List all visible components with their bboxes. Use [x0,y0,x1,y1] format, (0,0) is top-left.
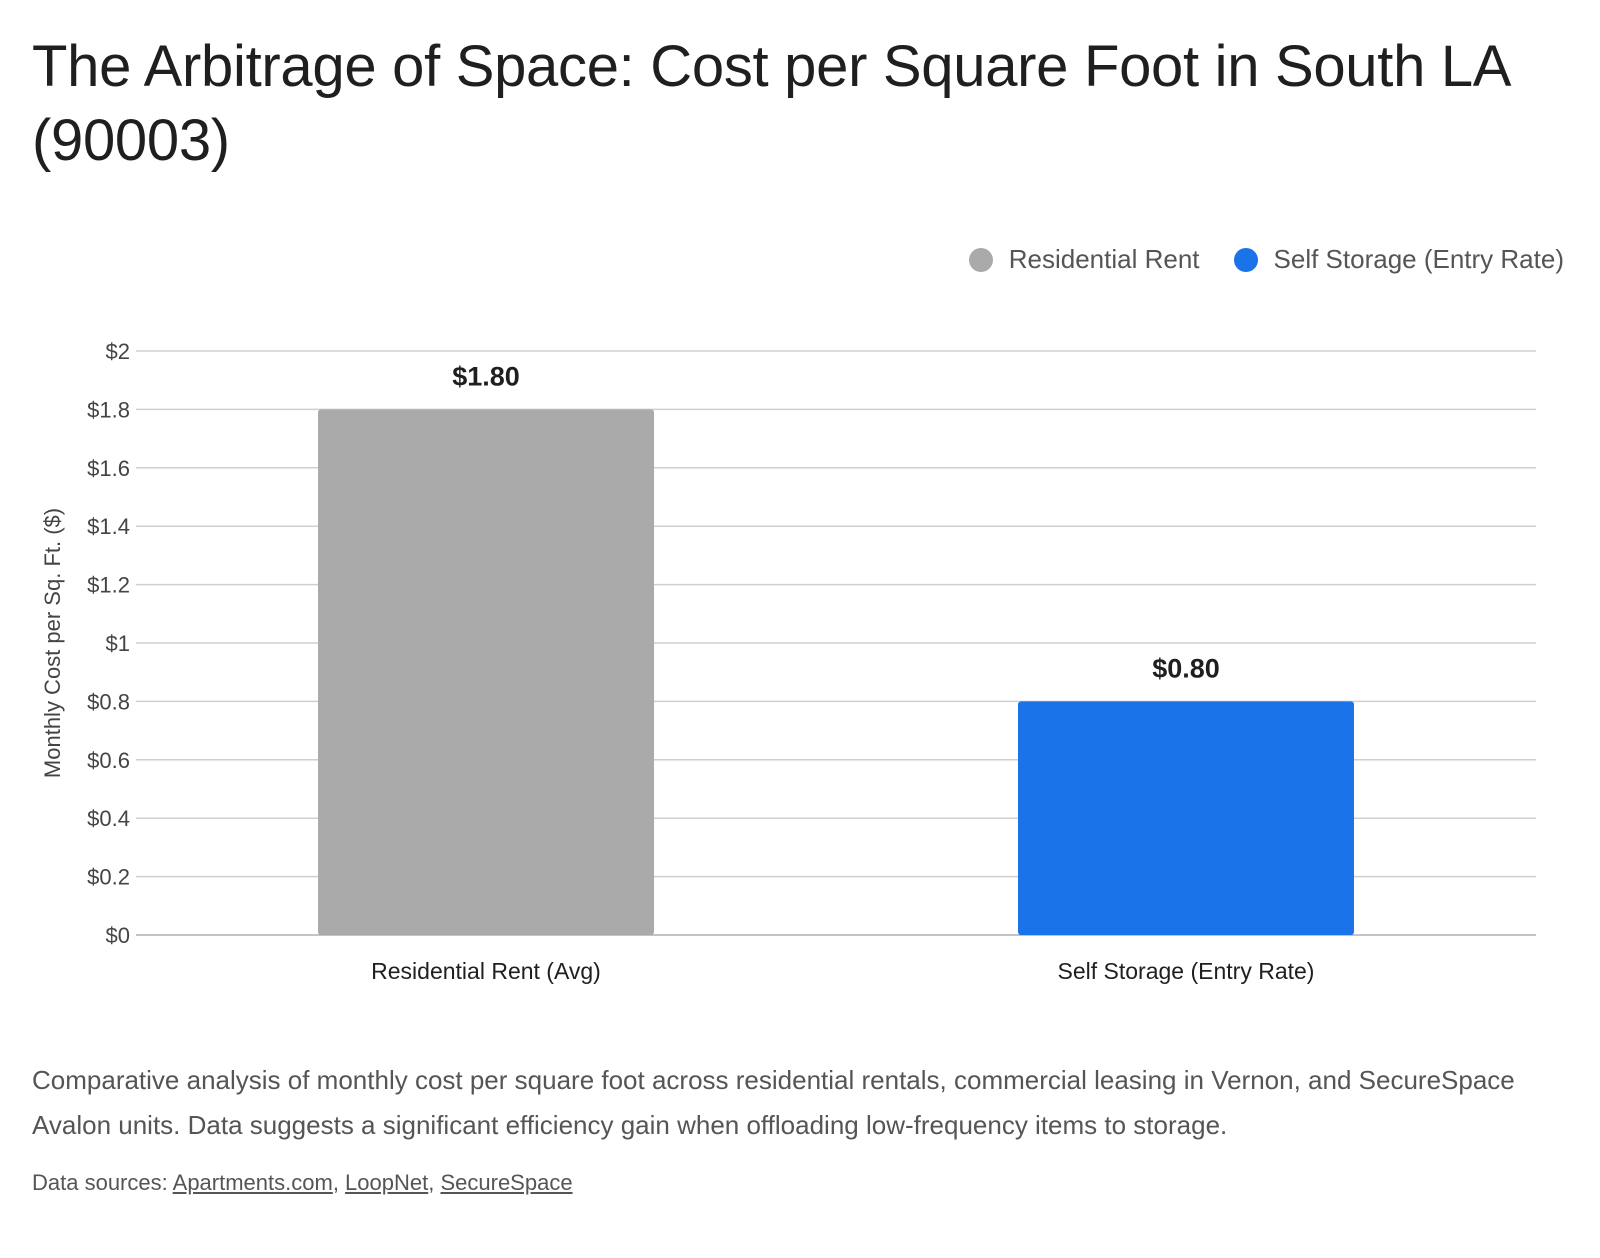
bar [1018,701,1354,935]
data-label: $0.80 [1152,653,1220,683]
sources-separator: , [332,1170,346,1195]
chart-title: The Arbitrage of Space: Cost per Square … [32,34,1508,173]
legend-item-residential-rent: Residential Rent [968,244,1200,275]
y-tick-label: $0.8 [87,689,130,714]
source-link-securespace[interactable]: SecureSpace [440,1170,573,1195]
y-tick-label: $2 [106,339,130,364]
source-link-apartments[interactable]: Apartments.com [172,1170,333,1195]
y-tick-label: $1 [106,631,130,656]
legend-label-self-storage: Self Storage (Entry Rate) [1273,244,1564,274]
y-tick-label: $0 [106,923,130,948]
chart-legend: Residential Rent Self Storage (Entry Rat… [968,244,1564,275]
y-tick-label: $1.4 [87,514,130,539]
y-tick-label: $1.8 [87,397,130,422]
y-tick-label: $1.6 [87,456,130,481]
x-tick-label: Residential Rent (Avg) [371,958,601,984]
chart-description: Comparative analysis of monthly cost per… [32,1065,1515,1140]
y-tick-label: $0.6 [87,748,130,773]
source-link-loopnet[interactable]: LoopNet [345,1170,429,1195]
y-axis-label: Monthly Cost per Sq. Ft. ($) [40,508,65,778]
y-tick-label: $0.4 [87,806,130,831]
sources-label: Data sources: [32,1170,173,1195]
bar [318,409,654,935]
legend-label-residential-rent: Residential Rent [1008,244,1200,274]
legend-swatch-self-storage [1233,247,1258,272]
legend-swatch-residential-rent [968,247,993,272]
data-label: $1.80 [452,361,520,391]
x-tick-label: Self Storage (Entry Rate) [1058,958,1315,984]
y-tick-label: $1.2 [87,573,130,598]
legend-item-self-storage: Self Storage (Entry Rate) [1233,244,1564,275]
bar-chart: $0 $0.2 $0.4 $0.6 $0.8 $1 $1.2 $1.4 $1.6 $1.8 $2 Mo… [40,339,1536,984]
data-sources: Data sources: Apartments.com, LoopNet, S… [32,1170,573,1196]
y-tick-label: $0.2 [87,865,130,890]
sources-separator: , [428,1170,441,1195]
